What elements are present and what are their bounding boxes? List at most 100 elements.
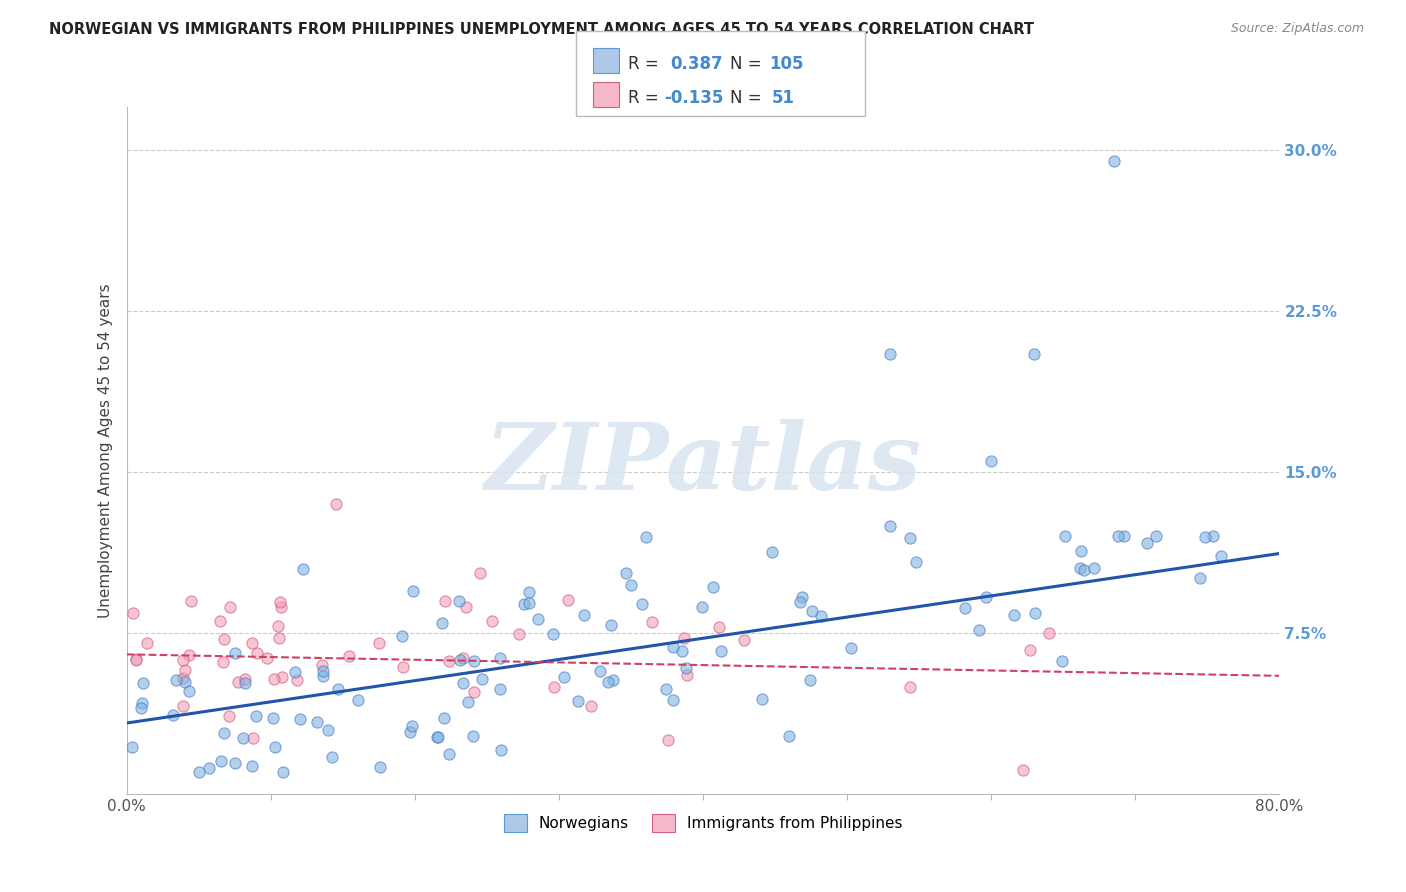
Text: N =: N = — [730, 89, 766, 107]
Point — [513, 597, 536, 611]
Point — [270, 670, 292, 684]
Point — [269, 632, 291, 646]
Point — [517, 584, 540, 599]
Point — [337, 648, 360, 663]
Point — [129, 701, 152, 715]
Point — [346, 693, 368, 707]
Point — [368, 636, 391, 650]
Point — [1211, 549, 1233, 563]
Point — [135, 635, 157, 649]
Point — [634, 531, 657, 545]
Point — [481, 614, 503, 628]
Point — [1073, 563, 1095, 577]
Point — [226, 674, 249, 689]
Point — [710, 644, 733, 658]
Point — [1018, 642, 1040, 657]
Point — [709, 619, 731, 633]
Point — [451, 651, 474, 665]
Point — [312, 664, 335, 678]
Point — [218, 709, 240, 723]
Point — [579, 698, 602, 713]
Point — [426, 730, 449, 744]
Point — [198, 761, 221, 775]
Point — [778, 729, 800, 743]
Text: R =: R = — [628, 89, 665, 107]
Point — [1194, 530, 1216, 544]
Text: 0.387: 0.387 — [671, 55, 723, 73]
Text: NORWEGIAN VS IMMIGRANTS FROM PHILIPPINES UNEMPLOYMENT AMONG AGES 45 TO 54 YEARS : NORWEGIAN VS IMMIGRANTS FROM PHILIPPINES… — [49, 22, 1035, 37]
Point — [209, 614, 232, 628]
Point — [262, 711, 284, 725]
Point — [841, 640, 863, 655]
Point — [437, 747, 460, 762]
Point — [172, 653, 194, 667]
Point — [212, 632, 235, 647]
Point — [177, 648, 200, 662]
Point — [212, 655, 235, 669]
Point — [188, 765, 211, 780]
Point — [1136, 536, 1159, 550]
Point — [285, 673, 308, 687]
Point — [630, 597, 652, 611]
Point — [1069, 561, 1091, 575]
Point — [451, 676, 474, 690]
Point — [1102, 153, 1125, 168]
Text: R =: R = — [628, 55, 665, 73]
Point — [489, 742, 512, 756]
Point — [1070, 544, 1092, 558]
Point — [676, 667, 699, 681]
Point — [162, 707, 184, 722]
Point — [224, 756, 246, 770]
Point — [879, 347, 901, 361]
Point — [368, 760, 391, 774]
Point — [437, 654, 460, 668]
Point — [761, 545, 783, 559]
Point — [905, 555, 928, 569]
Text: Source: ZipAtlas.com: Source: ZipAtlas.com — [1230, 22, 1364, 36]
Point — [233, 672, 256, 686]
Point — [391, 629, 413, 643]
Point — [733, 632, 755, 647]
Point — [1202, 529, 1225, 543]
Text: -0.135: -0.135 — [664, 89, 723, 107]
Point — [517, 596, 540, 610]
Point — [468, 566, 491, 580]
Point — [449, 594, 471, 608]
Point — [463, 685, 485, 699]
Point — [430, 616, 453, 631]
Point — [1002, 607, 1025, 622]
Point — [173, 674, 195, 689]
Legend: Norwegians, Immigrants from Philippines: Norwegians, Immigrants from Philippines — [498, 808, 908, 838]
Point — [269, 595, 291, 609]
Point — [1112, 529, 1135, 543]
Point — [1107, 529, 1129, 543]
Point — [131, 696, 153, 710]
Point — [214, 726, 236, 740]
Point — [232, 731, 254, 745]
Point — [172, 698, 194, 713]
Point — [326, 681, 349, 696]
Text: ZIPatlas: ZIPatlas — [485, 419, 921, 509]
Point — [433, 710, 456, 724]
Point — [1054, 529, 1077, 543]
Point — [657, 733, 679, 747]
Point — [180, 594, 202, 608]
Point — [121, 606, 143, 620]
Point — [177, 684, 200, 698]
Point — [567, 694, 589, 708]
Point — [270, 599, 292, 614]
Point — [263, 672, 285, 686]
Point — [589, 665, 612, 679]
Point — [553, 670, 575, 684]
Point — [224, 646, 246, 660]
Point — [454, 600, 477, 615]
Point — [596, 675, 619, 690]
Point — [789, 595, 811, 609]
Point — [321, 750, 343, 764]
Point — [1024, 606, 1046, 620]
Point — [402, 583, 425, 598]
Point — [165, 673, 187, 687]
Point — [426, 730, 449, 744]
Point — [246, 646, 269, 660]
Point — [799, 673, 821, 687]
